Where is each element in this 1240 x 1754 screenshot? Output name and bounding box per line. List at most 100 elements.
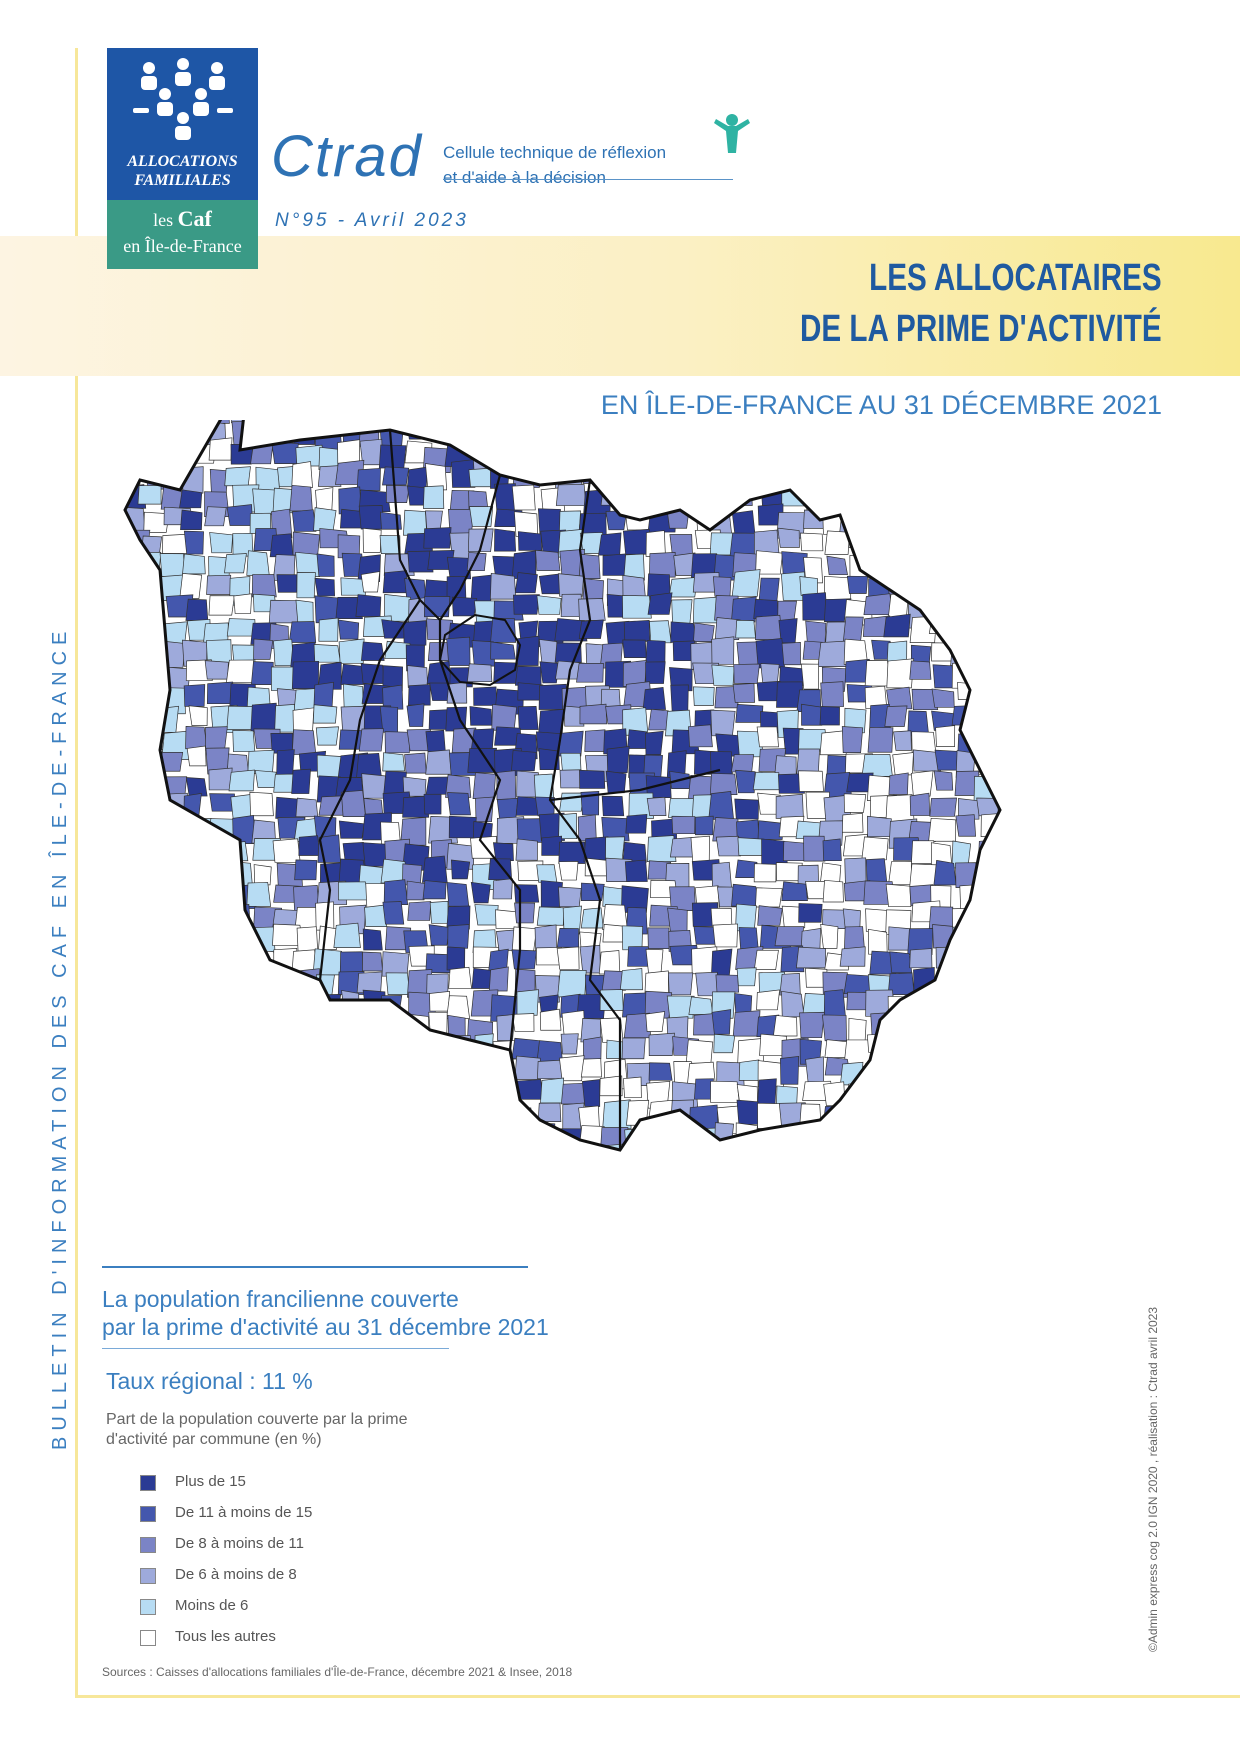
commune-cell xyxy=(844,857,867,884)
commune-cell xyxy=(495,420,515,439)
commune-cell xyxy=(645,775,672,798)
commune-cell xyxy=(274,1037,300,1063)
commune-cell xyxy=(846,1167,872,1193)
commune-cell xyxy=(624,859,648,882)
commune-cell xyxy=(490,420,511,426)
commune-cell xyxy=(540,1077,565,1104)
commune-cell xyxy=(715,835,742,857)
legend-label: De 6 à moins de 8 xyxy=(175,1566,297,1583)
commune-cell xyxy=(342,1124,365,1150)
commune-cell xyxy=(313,643,341,663)
commune-cell xyxy=(273,773,294,793)
commune-cell xyxy=(649,620,672,644)
commune-cell xyxy=(299,995,325,1015)
commune-cell xyxy=(295,1055,322,1080)
commune-cell xyxy=(125,556,147,579)
commune-cell xyxy=(976,1123,1000,1144)
commune-cell xyxy=(909,792,931,816)
commune-cell xyxy=(539,1149,561,1150)
commune-cell xyxy=(470,881,491,904)
commune-cell xyxy=(364,1082,394,1106)
commune-cell xyxy=(953,1059,976,1088)
commune-cell xyxy=(250,702,278,732)
commune-cell xyxy=(823,1172,846,1189)
logo-caf: Caf xyxy=(177,206,212,231)
commune-cell xyxy=(470,1084,495,1104)
commune-cell xyxy=(407,901,432,921)
commune-cell xyxy=(888,772,909,795)
commune-cell xyxy=(342,1016,366,1037)
commune-cell xyxy=(911,575,937,605)
commune-cell xyxy=(317,661,342,690)
logo-region: en Île-de-France xyxy=(123,236,242,256)
commune-cell xyxy=(358,1039,386,1065)
commune-cell xyxy=(511,420,535,422)
commune-cell xyxy=(997,906,1000,928)
commune-cell xyxy=(139,817,170,841)
commune-cell xyxy=(716,1145,744,1150)
department-boundaries xyxy=(318,429,721,1150)
commune-cell xyxy=(888,860,912,885)
commune-cell xyxy=(382,752,406,772)
commune-cell xyxy=(517,531,543,551)
commune-cell xyxy=(422,855,448,883)
commune-cell xyxy=(291,1098,318,1128)
commune-cell xyxy=(541,1166,569,1187)
commune-cell xyxy=(207,1013,236,1034)
commune-cell xyxy=(710,709,736,737)
commune-cell xyxy=(951,579,972,604)
commune-cell xyxy=(211,1169,230,1191)
commune-cell xyxy=(934,1014,954,1045)
commune-cell xyxy=(208,595,235,616)
commune-cell xyxy=(584,729,607,752)
commune-cell xyxy=(362,1125,388,1150)
commune-cell xyxy=(579,944,601,974)
ctrad-description: Cellule technique de réflexion et d'aide… xyxy=(443,140,666,190)
commune-cell xyxy=(161,880,183,908)
commune-cell xyxy=(906,441,937,465)
commune-cell xyxy=(889,438,911,460)
commune-cell xyxy=(335,1172,360,1200)
commune-cell xyxy=(623,620,651,642)
commune-cell xyxy=(161,996,186,1022)
commune-cell xyxy=(890,1168,913,1186)
commune-cell xyxy=(711,1009,732,1035)
commune-cell xyxy=(226,504,254,526)
commune-cell xyxy=(863,420,892,424)
page-title: LES ALLOCATAIRES DE LA PRIME D'ACTIVITÉ xyxy=(800,253,1162,355)
commune-cell xyxy=(360,641,385,661)
commune-cell xyxy=(582,446,610,474)
commune-cell xyxy=(541,835,563,856)
commune-cell xyxy=(380,1120,402,1142)
commune-cell xyxy=(867,815,892,838)
commune-cell xyxy=(449,1076,476,1101)
commune-cell xyxy=(623,553,645,581)
commune-cell xyxy=(450,1102,476,1121)
commune-cell xyxy=(268,599,300,624)
commune-cell xyxy=(186,834,212,861)
commune-cell xyxy=(994,1009,1000,1036)
commune-cell xyxy=(712,923,739,948)
commune-cell xyxy=(317,1014,338,1038)
commune-cell xyxy=(955,420,977,422)
commune-cell xyxy=(1004,863,1026,881)
commune-cell xyxy=(335,1142,368,1150)
commune-cell xyxy=(383,879,409,906)
commune-cell xyxy=(160,862,181,883)
commune-cell xyxy=(914,551,935,577)
commune-cell xyxy=(980,616,1000,642)
commune-cell xyxy=(824,530,850,555)
commune-cell xyxy=(138,420,161,444)
commune-cell xyxy=(756,462,782,488)
commune-cell xyxy=(799,464,820,486)
commune-cell xyxy=(974,885,994,914)
commune-cell xyxy=(644,1125,672,1144)
commune-cell xyxy=(382,420,410,428)
commune-cell xyxy=(997,821,1000,841)
commune-cell xyxy=(865,1062,884,1089)
commune-cell xyxy=(233,593,253,614)
commune-cell xyxy=(892,1076,912,1097)
commune-cell xyxy=(138,838,166,866)
commune-cell xyxy=(802,445,831,466)
commune-cell xyxy=(536,595,562,615)
